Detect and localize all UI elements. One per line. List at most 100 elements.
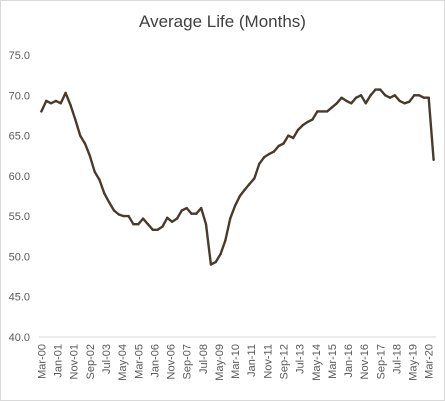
data-point	[325, 110, 329, 113]
data-point	[190, 212, 193, 215]
y-tick-label: 45.0	[9, 292, 30, 304]
y-tick-label: 75.0	[9, 50, 30, 62]
data-point	[117, 213, 121, 216]
data-point	[379, 88, 382, 91]
data-point	[388, 96, 392, 99]
data-point	[306, 120, 309, 124]
data-point	[45, 99, 48, 103]
data-point	[398, 99, 401, 103]
data-point	[262, 156, 266, 159]
data-point	[64, 91, 67, 95]
data-point	[233, 204, 237, 207]
data-point	[151, 228, 154, 231]
x-tick-label: Sep-17	[375, 344, 387, 379]
data-point	[277, 144, 280, 148]
data-point	[200, 206, 203, 210]
x-tick-label: Jul-13	[295, 344, 307, 374]
data-point	[112, 209, 116, 212]
y-tick-label: 40.0	[9, 332, 30, 344]
data-point	[369, 94, 372, 97]
data-point	[413, 94, 416, 97]
x-tick-label: Jul-18	[391, 344, 403, 374]
data-point	[229, 217, 232, 220]
data-point	[359, 94, 363, 97]
data-point	[311, 118, 314, 121]
data-point	[301, 123, 305, 127]
x-tick-label: Sep-12	[278, 344, 290, 379]
data-point	[88, 154, 92, 157]
data-point	[156, 228, 159, 231]
x-tick-label: Nov-11	[262, 344, 274, 379]
data-point	[427, 96, 430, 99]
x-tick-label: May-14	[311, 344, 323, 381]
data-point	[354, 96, 358, 99]
data-point	[350, 102, 353, 105]
data-point	[272, 150, 275, 153]
x-tick-label: May-04	[117, 344, 129, 381]
x-tick-label: Mar-10	[230, 344, 242, 379]
data-point	[292, 136, 295, 140]
x-tick-label: Jul-08	[198, 344, 210, 374]
data-point	[40, 110, 43, 113]
data-point	[209, 263, 213, 266]
x-tick-label: Jan-16	[343, 344, 355, 378]
data-point	[403, 102, 406, 105]
x-tick-label: Sep-02	[85, 344, 97, 379]
data-point	[175, 217, 179, 220]
data-point	[137, 223, 140, 226]
data-point	[238, 194, 242, 198]
data-point	[170, 220, 174, 223]
y-tick-label: 50.0	[9, 251, 30, 263]
data-point	[321, 110, 324, 113]
data-point	[214, 260, 217, 264]
y-tick-label: 55.0	[9, 211, 30, 223]
y-tick-label: 60.0	[9, 171, 30, 183]
y-tick-label: 70.0	[9, 90, 30, 102]
data-point	[127, 214, 130, 218]
data-point	[384, 94, 387, 97]
data-point	[141, 217, 145, 220]
data-point	[59, 102, 62, 105]
data-point	[74, 118, 77, 121]
data-point	[432, 158, 435, 161]
data-point	[422, 96, 426, 99]
series-layer	[40, 88, 435, 266]
data-point	[345, 99, 348, 103]
x-tick-label: Jan-11	[246, 344, 258, 377]
data-point	[267, 152, 271, 156]
data-point	[103, 192, 106, 195]
data-point	[83, 142, 87, 145]
x-tick-label: Mar-15	[327, 344, 339, 379]
x-tick-label: Mar-05	[133, 344, 145, 379]
x-tick-label: Jan-06	[149, 344, 161, 378]
series-line	[40, 88, 435, 266]
x-tick-label: Mar-20	[424, 344, 436, 379]
data-point	[330, 106, 334, 109]
x-axis-labels: Mar-00 Jan-01 Nov-01 Sep-02 Jul-03 May-04 Mar-…	[36, 344, 435, 381]
data-point	[258, 162, 261, 165]
data-point	[49, 102, 53, 105]
x-tick-label: May-19	[408, 344, 420, 381]
data-point	[204, 223, 208, 226]
data-point	[282, 142, 285, 145]
data-point	[195, 212, 198, 215]
data-point	[393, 94, 396, 97]
data-point	[180, 209, 183, 212]
data-point	[224, 239, 227, 242]
data-point	[161, 225, 164, 228]
data-point	[243, 188, 246, 191]
x-tick-label: Jul-03	[101, 344, 113, 374]
data-point	[166, 216, 169, 219]
x-tick-label: Mar-00	[36, 344, 48, 379]
data-point	[374, 88, 377, 91]
data-point	[108, 201, 111, 204]
data-point	[219, 252, 222, 256]
data-point	[340, 96, 343, 99]
y-tick-label: 65.0	[9, 131, 30, 143]
data-point	[253, 177, 256, 180]
data-point	[132, 223, 135, 226]
x-tick-label: Jan-01	[53, 344, 65, 378]
data-point	[364, 102, 367, 105]
